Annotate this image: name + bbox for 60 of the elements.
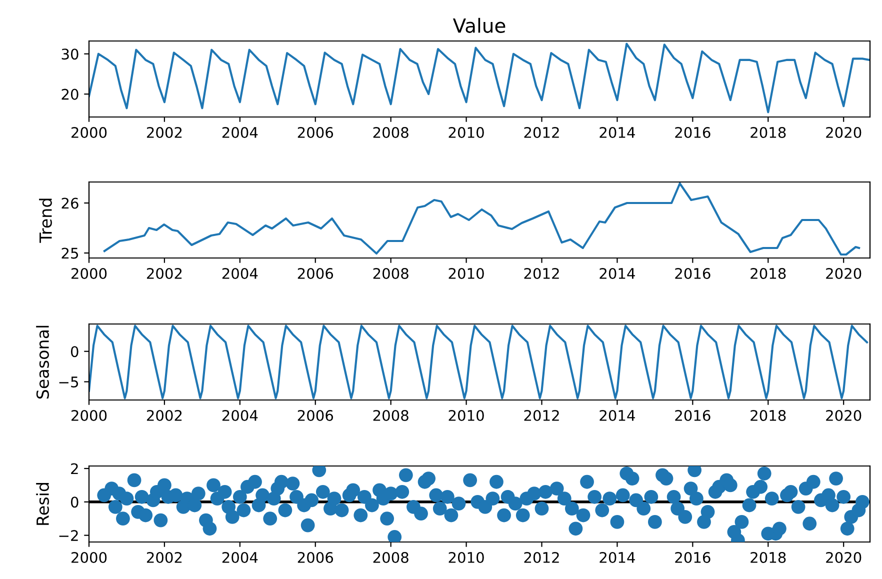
x-tick-label: 2016: [675, 552, 710, 564]
x-tick-label: 2018: [750, 552, 786, 564]
x-tick-label: 2008: [373, 410, 408, 422]
x-tick-label: 2004: [222, 552, 258, 564]
x-tick-label: 2014: [600, 268, 635, 280]
x-tick-label: 2016: [675, 126, 710, 138]
x-tick-label: 2004: [222, 268, 258, 280]
x-tick-label: 2006: [298, 268, 334, 280]
y-axis-title: Trend: [39, 198, 52, 243]
x-tick-label: 2006: [298, 410, 334, 422]
x-tick-label: 2008: [373, 552, 408, 564]
x-tick-label: 2018: [750, 410, 786, 422]
line-series: [89, 42, 870, 114]
y-tick-label: 0: [70, 496, 78, 508]
x-tick-label: 2012: [524, 410, 559, 422]
x-tick-label: 2002: [146, 268, 182, 280]
x-tick-label: 2002: [146, 410, 182, 422]
x-tick-label: 2014: [600, 126, 635, 138]
line-series: [103, 182, 860, 256]
x-tick-label: 2014: [600, 552, 635, 564]
x-tick-label: 2016: [675, 268, 710, 280]
x-tick-label: 2020: [826, 268, 862, 280]
y-tick-label: 30: [62, 48, 78, 60]
x-tick-label: 2006: [298, 552, 334, 564]
x-tick-label: 2018: [750, 268, 786, 280]
y-tick-label: 26: [62, 198, 78, 209]
x-tick-label: 2018: [750, 126, 786, 138]
x-tick-label: 2012: [524, 268, 559, 280]
x-tick-label: 2010: [448, 410, 484, 422]
x-tick-label: 2006: [298, 126, 334, 138]
x-tick-label: 2020: [826, 126, 862, 138]
y-tick-label: 25: [62, 248, 78, 259]
x-tick-label: 2000: [72, 126, 107, 138]
x-tick-label: 2010: [448, 268, 484, 280]
y-tick-label: −5: [59, 376, 78, 388]
y-axis-title: Resid: [36, 483, 49, 525]
x-tick-label: 2014: [600, 410, 635, 422]
x-tick-label: 2004: [222, 126, 258, 138]
x-tick-label: 2008: [373, 126, 408, 138]
x-tick-label: 2010: [448, 552, 484, 564]
y-tick-label: −2: [59, 530, 78, 541]
x-tick-label: 2000: [72, 410, 107, 422]
x-tick-label: 2000: [72, 268, 107, 280]
x-tick-label: 2020: [826, 552, 862, 564]
y-tick-label: 0: [70, 346, 78, 358]
x-tick-label: 2016: [675, 410, 710, 422]
x-tick-label: 2010: [448, 126, 484, 138]
y-tick-label: 2: [71, 463, 78, 474]
y-tick-label: 20: [62, 88, 78, 100]
x-tick-label: 2004: [222, 410, 258, 422]
x-tick-label: 2020: [826, 410, 862, 422]
chart-title: Value: [452, 18, 506, 33]
y-axis-title: Seasonal: [36, 326, 49, 399]
x-tick-label: 2012: [524, 552, 559, 564]
x-tick-label: 2008: [373, 268, 408, 280]
line-series: [89, 324, 868, 400]
x-tick-label: 2012: [524, 126, 559, 138]
x-tick-label: 2000: [72, 552, 107, 564]
x-tick-label: 2002: [146, 552, 182, 564]
x-tick-label: 2002: [146, 126, 182, 138]
